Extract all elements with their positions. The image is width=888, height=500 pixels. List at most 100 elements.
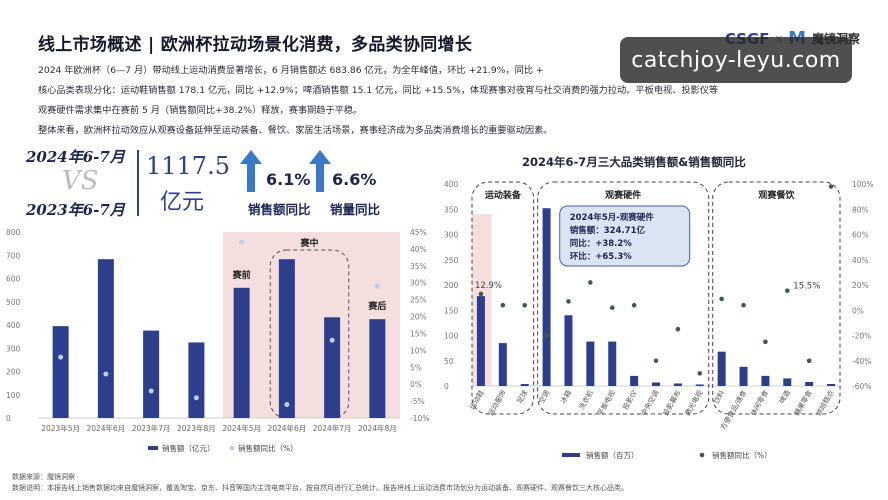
- category-bar: [673, 383, 682, 386]
- x-tick-label: 2024年6月: [86, 423, 125, 433]
- y-tick-left: 700: [6, 251, 21, 260]
- yoy-dot: [148, 388, 154, 394]
- y-tick-right: -10%: [410, 414, 429, 423]
- y-tick-right: 5%: [410, 363, 422, 372]
- summary-line-1: 2024 年欧洲杯（6—7 月）带动线上运动消费显著增长，6 月销售额达 683…: [38, 65, 544, 76]
- category-label: 投影幕布: [661, 389, 683, 418]
- y-tick-left: 800: [6, 228, 21, 237]
- footer-note: 数据说明：本报告线上销售数据均来自魔镜洞察，覆盖淘宝、京东、抖音等国内主流电商平…: [12, 484, 628, 492]
- legend-dot-label: 销售额同比（%）: [712, 450, 772, 460]
- yoy-dot: [103, 371, 109, 377]
- category-yoy-dot: [653, 358, 659, 364]
- category-label: 空调: [537, 389, 552, 406]
- y-tick-right: 20%: [852, 281, 869, 290]
- post-event-label: 赛后: [367, 300, 386, 312]
- callout-sales: 销售额：324.71亿: [570, 225, 646, 236]
- category-yoy-dot: [806, 358, 812, 364]
- y-tick-right: -5%: [410, 397, 425, 406]
- y-tick-right: 0%: [410, 380, 422, 389]
- category-yoy-dot: [675, 326, 681, 332]
- y-tick-left: 300: [6, 344, 21, 353]
- category-bar: [827, 383, 836, 386]
- category-label: 洗衣机: [577, 389, 595, 412]
- yoy-dot: [58, 354, 64, 360]
- group-label: 观赛餐饮: [758, 189, 795, 201]
- y-tick-left: 500: [6, 298, 21, 307]
- y-tick-right: 30%: [410, 279, 427, 288]
- category-label: 运动服饰: [486, 389, 508, 418]
- summary-line-4: 整体来看，欧洲杯拉动效应从观赛设备延伸至运动装备、餐饮、家居生活场景，赛事经济成…: [38, 125, 553, 136]
- category-yoy-dot: [784, 288, 790, 293]
- category-label: 糖果零食: [792, 389, 814, 418]
- category-label: 激光电视: [683, 389, 705, 418]
- volume-yoy-value: 6.6%: [332, 170, 377, 189]
- category-bar: [717, 351, 726, 386]
- volume-up-arrow-icon: [309, 150, 331, 192]
- sales-bar: [143, 330, 160, 418]
- y-tick-right: 35%: [410, 262, 427, 271]
- period-previous: 2023年6-7月: [26, 201, 125, 219]
- x-tick-label: 2024年6月: [267, 423, 306, 433]
- y-tick-right: -20%: [852, 332, 871, 341]
- category-label: 冰箱: [558, 389, 573, 406]
- legend-bar-swatch: [148, 446, 158, 450]
- kpi-amount-unit: 亿元: [160, 190, 205, 215]
- category-bar: [498, 343, 507, 386]
- y-tick-right: -60%: [852, 382, 871, 391]
- group-label: 运动装备: [485, 189, 522, 201]
- legend-dot-swatch: [229, 445, 235, 451]
- y-tick-left: 350: [444, 205, 459, 214]
- legend-bar-swatch: [562, 453, 580, 457]
- category-bar: [783, 378, 792, 386]
- x-tick-label: 2024年5月: [222, 423, 261, 433]
- category-bar: [586, 341, 595, 386]
- y-tick-right: 20%: [410, 313, 427, 322]
- sales-yoy-label: 销售额同比: [248, 202, 311, 217]
- page-title: 线上市场概述 | 欧洲杯拉动场景化消费，多品类协同增长: [38, 35, 473, 55]
- y-tick-right: 45%: [410, 228, 427, 237]
- volume-yoy-label: 销量同比: [330, 202, 381, 217]
- sales-bar: [97, 259, 114, 418]
- category-label: 平板电视: [595, 389, 617, 418]
- category-yoy-dot: [828, 184, 834, 189]
- footer-source: 数据来源：魔镜洞察: [12, 473, 75, 481]
- x-tick-label: 2023年5月: [41, 423, 80, 433]
- y-tick-left: 200: [444, 281, 459, 290]
- category-chart-title: 2024年6-7月三大品类销售额&销售额同比: [522, 155, 746, 169]
- kpi-amount: 1117.5: [146, 152, 230, 180]
- callout-title: 2024年5月-观赛硬件: [570, 212, 655, 223]
- y-tick-right: -40%: [852, 357, 871, 366]
- summary-line-2: 核心品类表现分化：运动鞋销售额 178.1 亿元，同比 +12.9%；啤酒销售额…: [38, 85, 719, 96]
- kpi-divider: [137, 150, 139, 216]
- y-tick-right: 10%: [410, 346, 427, 355]
- yoy-dot: [329, 337, 335, 343]
- pre-event-label: 赛前: [232, 269, 251, 281]
- category-yoy-dot: [478, 291, 484, 297]
- group-frame: [712, 181, 841, 415]
- y-tick-left: 100: [444, 332, 459, 341]
- group-frame: [471, 181, 535, 415]
- category-yoy-dot: [741, 302, 746, 308]
- sales-yoy-value: 6.1%: [266, 170, 311, 189]
- x-tick-label: 2024年7月: [313, 423, 352, 433]
- y-tick-left: 150: [444, 306, 459, 315]
- y-tick-right: 80%: [852, 205, 869, 214]
- category-label: 饮料: [712, 389, 727, 406]
- category-label: 投影仪: [621, 389, 639, 412]
- y-tick-right: 40%: [852, 256, 869, 265]
- during-event-label: 赛中: [299, 237, 318, 249]
- yoy-dot: [239, 239, 245, 245]
- category-bar: [761, 375, 770, 386]
- yoy-dot: [284, 401, 290, 407]
- y-tick-left: 250: [444, 256, 459, 265]
- category-yoy-dot: [522, 302, 528, 308]
- legend-bar-label: 销售额（百万）: [586, 450, 639, 460]
- category-label: 烘焙糕点: [814, 389, 836, 418]
- sales-up-arrow-icon: [240, 150, 262, 192]
- sales-bar: [278, 259, 295, 418]
- summary-line-3: 观赛硬件需求集中在赛前 5 月（销售额同比+38.2%）释放，赛事期趋于平稳。: [38, 105, 363, 116]
- category-bar: [652, 382, 660, 386]
- category-label: 运动鞋: [467, 389, 485, 412]
- sales-bar: [52, 326, 69, 418]
- category-bar: [520, 383, 529, 386]
